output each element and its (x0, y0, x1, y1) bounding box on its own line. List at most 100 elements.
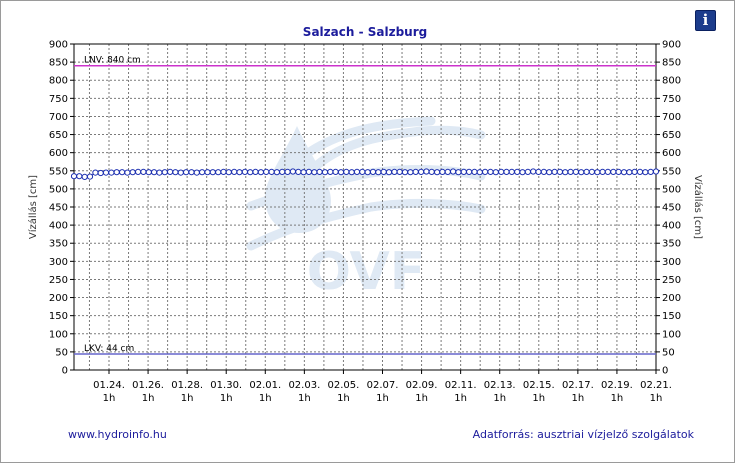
data-point (177, 169, 184, 176)
data-point (257, 169, 264, 176)
data-point (401, 169, 409, 176)
y-tick-label-right: 500 (662, 184, 681, 195)
y-tick-label-right: 350 (662, 239, 681, 250)
data-point (418, 168, 425, 175)
data-point (332, 168, 339, 175)
data-point (546, 169, 553, 176)
data-point (215, 169, 222, 176)
data-point (156, 169, 163, 176)
data-point (636, 168, 644, 175)
data-point (519, 169, 526, 176)
data-point (482, 168, 489, 175)
data-point (337, 169, 345, 176)
data-point (289, 168, 296, 175)
watermark-text: OVF (307, 242, 426, 302)
data-point (620, 169, 628, 176)
data-point (466, 168, 473, 175)
data-point (311, 169, 318, 176)
x-tick-date: 01.30. (210, 380, 242, 391)
x-tick-date: 02.01. (249, 380, 281, 391)
data-point (300, 169, 307, 176)
data-point (305, 168, 312, 175)
data-point (583, 168, 590, 175)
data-point (615, 168, 622, 175)
data-point (610, 168, 617, 175)
y-tick-label-left: 750 (49, 94, 68, 105)
x-tick-hour: 1h (220, 393, 233, 404)
x-tick-date: 01.28. (171, 380, 203, 391)
data-point (102, 169, 110, 176)
data-point (412, 168, 419, 175)
data-point (113, 169, 120, 176)
data-point (498, 168, 505, 175)
data-point (129, 169, 136, 176)
series-water-level (70, 168, 660, 180)
y-tick-label-right: 100 (662, 329, 681, 340)
data-point (86, 173, 94, 180)
data-point (631, 168, 638, 175)
y-axis-left: 0 50 100 150 200 250 300 350 400 450 500 550 600 650 7… (49, 40, 74, 377)
data-point (450, 168, 457, 175)
x-tick-hour: 1h (650, 393, 663, 404)
data-point (476, 169, 483, 176)
data-point (81, 173, 88, 180)
data-point (369, 168, 377, 175)
x-tick-hour: 1h (103, 393, 116, 404)
x-tick-date: 02.09. (406, 380, 438, 391)
data-point (295, 168, 302, 175)
watermark-wave (306, 116, 436, 156)
data-point (284, 168, 291, 175)
data-point (385, 169, 393, 176)
data-point (652, 168, 660, 175)
x-tick-hour: 1h (572, 393, 585, 404)
data-source-text: Adatforrás: ausztriai vízjelző szolgálat… (472, 428, 694, 441)
data-point (407, 169, 414, 176)
watermark-logo: OVF (246, 116, 486, 302)
data-point (263, 168, 270, 175)
data-point (140, 168, 147, 175)
reference-line-label: LNV: 840 cm (84, 56, 141, 66)
data-point (455, 169, 462, 176)
x-tick-date: 02.19. (601, 380, 633, 391)
data-point (562, 169, 569, 176)
y-tick-label-left: 150 (49, 311, 68, 322)
data-point (487, 168, 494, 175)
data-point (503, 168, 510, 175)
data-point (567, 168, 574, 175)
data-point (199, 169, 206, 176)
data-point (353, 168, 361, 175)
y-tick-label-right: 250 (662, 275, 681, 286)
data-point (225, 169, 232, 176)
x-tick-date: 02.21. (640, 380, 672, 391)
y-tick-label-left: 100 (49, 329, 68, 340)
y-tick-label-right: 550 (662, 166, 681, 177)
data-point (444, 168, 451, 175)
y-tick-label-right: 150 (662, 311, 681, 322)
data-point (604, 168, 612, 175)
data-point (92, 169, 99, 176)
data-point (252, 168, 259, 175)
data-point (535, 168, 542, 175)
y-tick-label-left: 450 (49, 203, 68, 214)
data-point (151, 169, 158, 176)
data-point (183, 169, 190, 176)
data-point (471, 168, 478, 175)
info-icon[interactable]: i (695, 10, 716, 31)
data-point (231, 168, 238, 175)
website-link[interactable]: www.hydroinfo.hu (68, 428, 167, 441)
y-tick-label-right: 650 (662, 130, 681, 141)
y-tick-label-right: 50 (662, 347, 675, 358)
x-tick-hour: 1h (376, 393, 389, 404)
data-point (188, 169, 195, 176)
data-point (343, 168, 350, 175)
data-point (145, 169, 152, 176)
data-point (380, 168, 387, 175)
data-point (172, 169, 179, 176)
y-tick-label-right: 0 (662, 366, 668, 377)
data-point (359, 168, 366, 175)
reference-line-label: LKV: 44 cm (84, 344, 134, 354)
y-axis-label-right: Vízállás [cm] (692, 175, 704, 239)
data-point (540, 168, 548, 175)
x-tick-date: 02.07. (367, 380, 399, 391)
